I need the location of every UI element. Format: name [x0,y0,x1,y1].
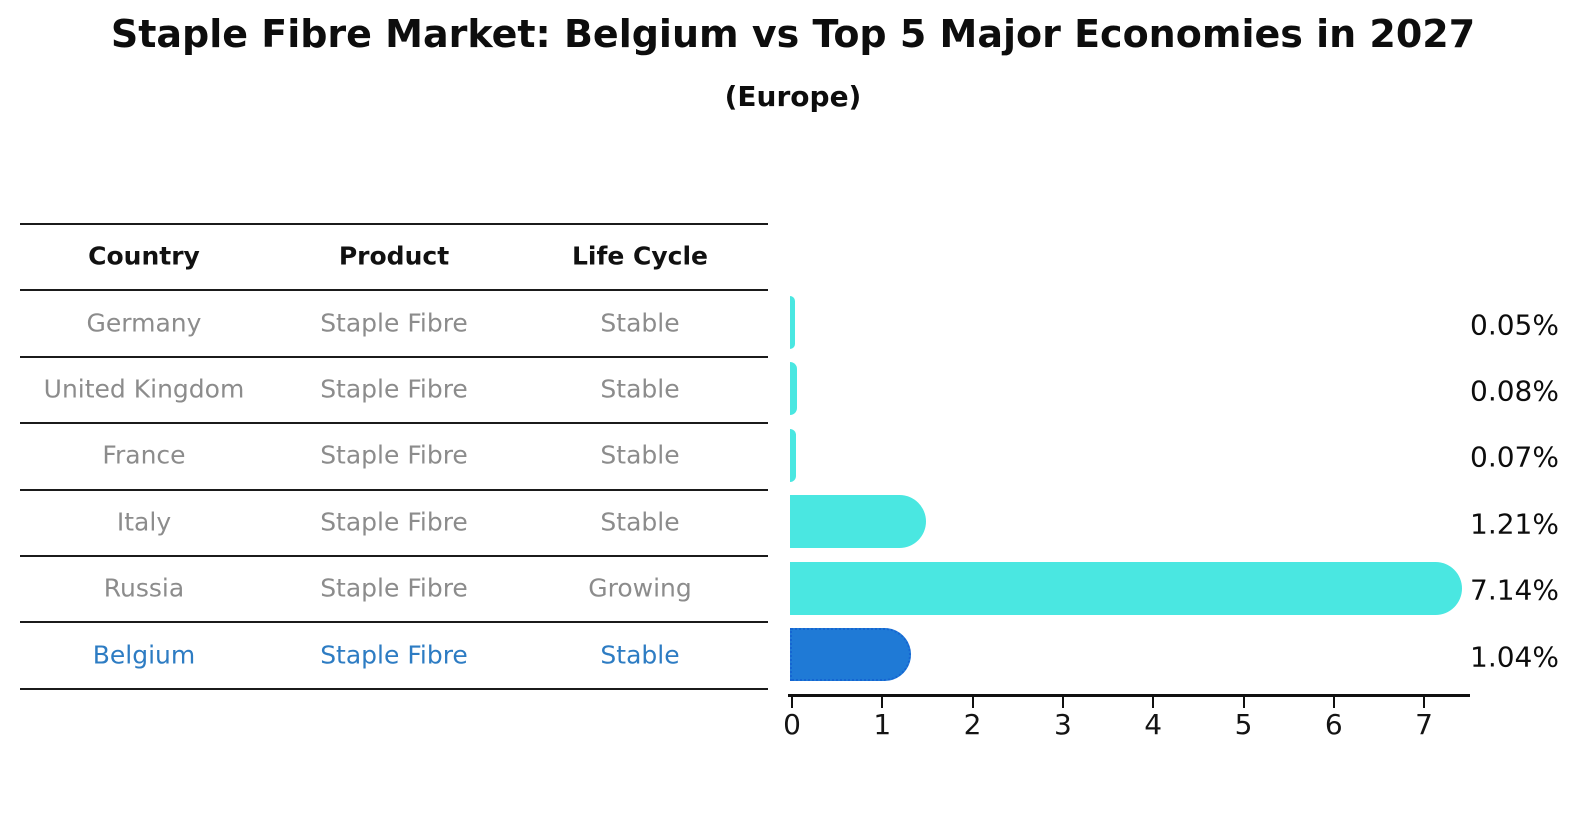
table-cell-life-cycle: Stable [600,374,680,404]
table-row-line [20,621,768,624]
table-cell-country: Belgium [92,640,196,669]
x-tick [971,697,974,708]
x-tick-label: 1 [873,708,892,741]
x-tick-label: 0 [783,708,801,741]
table-row-line [20,223,768,225]
x-tick [1152,697,1155,708]
x-axis-line [788,694,1470,697]
bar-value-label: 0.08% [1470,374,1559,408]
table-cell-country: Italy [116,507,172,537]
bar-value-label: 1.21% [1470,507,1559,541]
table-row-line [20,422,768,425]
bar-germany [790,296,795,349]
table-cell-life-cycle: Stable [600,440,680,470]
bar-france [790,428,797,482]
table-cell-product: Staple Fibre [320,573,468,603]
x-tick [791,697,793,708]
table-cell-country: France [102,440,186,470]
x-tick-label: 3 [1053,708,1072,741]
bar-value-label: 7.14% [1470,573,1559,607]
table-cell-life-cycle: Stable [600,640,680,669]
table-row-line [20,289,768,292]
table-cell-product: Staple Fibre [320,640,468,669]
x-tick [881,697,884,708]
x-tick [1061,697,1064,708]
table-cell-life-cycle: Growing [588,573,692,603]
table-row-line [20,687,768,690]
table-header-country: Country [88,241,200,271]
table-cell-product: Staple Fibre [320,440,468,470]
table-row-line [20,555,768,557]
table-header-life-cycle: Life Cycle [571,241,709,271]
table-header-product: Product [338,241,450,271]
table-row-line [20,488,768,491]
table-cell-product: Staple Fibre [320,308,468,337]
table-cell-country: Germany [86,308,202,337]
bar-value-label: 0.05% [1470,308,1559,341]
table-cell-country: Russia [103,573,185,603]
x-tick-label: 4 [1144,708,1163,741]
x-tick-label: 7 [1415,708,1434,741]
bar-united-kingdom [790,362,798,416]
bar-value-label: 0.07% [1470,440,1559,474]
table-cell-product: Staple Fibre [320,507,468,537]
x-tick-label: 5 [1234,708,1253,741]
bar-value-label: 1.04% [1470,640,1559,673]
x-tick [1332,697,1335,708]
bar-italy [790,495,927,549]
bar-russia [790,561,1462,615]
table-cell-product: Staple Fibre [320,374,468,404]
bar-belgium [790,628,911,681]
table-cell-country: United Kingdom [43,374,245,404]
chart-subtitle: (Europe) [724,80,862,113]
x-tick-label: 2 [963,708,982,741]
table-cell-life-cycle: Stable [600,308,680,337]
x-tick [1242,697,1245,708]
x-tick [1423,697,1426,708]
x-tick-label: 6 [1324,708,1343,741]
table-cell-life-cycle: Stable [600,507,680,537]
table-row-line [20,355,768,358]
chart-title: Staple Fibre Market: Belgium vs Top 5 Ma… [110,12,1476,56]
